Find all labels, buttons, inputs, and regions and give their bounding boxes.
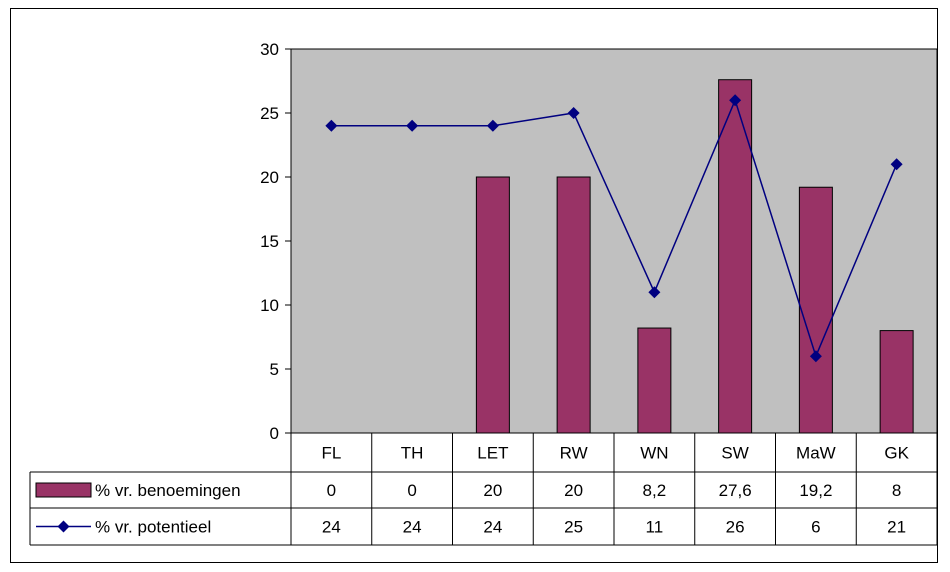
category-label: LET	[477, 444, 508, 463]
plot-area	[290, 48, 938, 434]
table-cell: 27,6	[719, 481, 752, 500]
table-cell: 24	[483, 518, 502, 537]
table-cell: 20	[564, 481, 583, 500]
table-cell: 11	[646, 518, 664, 537]
table-cell: 26	[726, 518, 745, 537]
legend-key-bar	[35, 482, 92, 498]
table-cell: 19,2	[799, 481, 832, 500]
line-point	[567, 107, 580, 119]
bar	[475, 176, 510, 434]
category-label: TH	[401, 444, 424, 463]
y-tick-label: 0	[270, 424, 279, 443]
line-point	[648, 286, 661, 299]
line-point	[809, 350, 822, 363]
legend-key-marker	[57, 520, 70, 533]
bar	[556, 176, 591, 434]
y-tick-label: 20	[260, 168, 279, 187]
y-tick-label: 30	[260, 40, 279, 59]
bar	[718, 79, 753, 434]
table-cell: 21	[887, 518, 906, 537]
category-label: GK	[884, 444, 909, 463]
table-cell: 6	[811, 518, 820, 537]
y-tick-label: 5	[270, 360, 279, 379]
bar-series	[475, 79, 914, 434]
line-point	[890, 158, 903, 171]
table-cell: 0	[327, 481, 336, 500]
table-cell: 24	[403, 518, 422, 537]
table-cell: 25	[564, 518, 583, 537]
line-series	[325, 94, 903, 363]
line-point	[486, 119, 499, 132]
category-label: WN	[640, 444, 668, 463]
table-cell: 8	[892, 481, 901, 500]
bar	[637, 327, 672, 434]
category-label: MaW	[796, 444, 836, 463]
legend-label: % vr. benoemingen	[95, 481, 241, 500]
y-tick-label: 15	[260, 232, 279, 251]
line-point	[406, 119, 419, 132]
category-label: FL	[321, 444, 341, 463]
line-point	[729, 94, 742, 107]
series-line	[331, 98, 898, 359]
legend-label: % vr. potentieel	[95, 518, 211, 537]
bar	[798, 186, 833, 434]
table-cell: 24	[322, 518, 341, 537]
category-label: SW	[721, 444, 748, 463]
y-tick-label: 10	[260, 296, 279, 315]
y-axis: 0 5 10 15 20 25 30	[260, 40, 292, 443]
table-cell: 20	[483, 481, 502, 500]
table-cell: 8,2	[643, 481, 667, 500]
bar	[879, 330, 914, 434]
y-tick-label: 25	[260, 104, 279, 123]
table-cell: 0	[407, 481, 416, 500]
data-table: FL TH LET RW WN SW MaW GK % vr. benoemingen 0 0 20 2…	[29, 433, 938, 546]
line-point	[325, 119, 338, 132]
category-label: RW	[560, 444, 588, 463]
